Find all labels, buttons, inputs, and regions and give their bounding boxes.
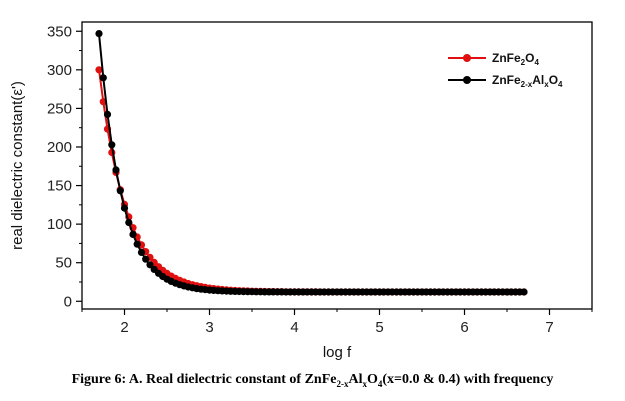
y-tick-label: 100: [47, 216, 72, 233]
plot-layer: [95, 29, 528, 296]
legend-marker-1: [463, 76, 471, 84]
series-line-0: [98, 69, 524, 293]
legend-label-part: Al: [532, 73, 544, 87]
y-tick-label: 250: [47, 100, 72, 117]
x-tick-label: 5: [375, 319, 383, 336]
data-point-1-10: [137, 248, 146, 256]
x-tick-label: 3: [205, 319, 213, 336]
y-tick-label: 150: [47, 178, 72, 195]
legend-label-1: ZnFe2-xAlxO4: [492, 73, 563, 89]
x-tick-label: 6: [460, 319, 468, 336]
series-line-1: [98, 33, 524, 293]
data-point-1-3: [108, 141, 116, 149]
y-tick-label: 350: [47, 23, 72, 40]
legend-marker-0: [463, 54, 471, 62]
data-point-1-2: [103, 110, 112, 118]
data-point-0-0: [95, 66, 103, 74]
data-point-1-0: [95, 29, 103, 38]
legend-label-part: x: [544, 80, 549, 89]
data-point-1-11: [142, 255, 150, 263]
legend-label-part: O: [525, 51, 534, 65]
y-tick-label: 200: [47, 139, 72, 156]
y-axis-label: real dielectric constant(ε'): [9, 81, 26, 250]
legend-label-part: 2-x: [521, 80, 533, 89]
data-point-1-6: [120, 204, 129, 212]
data-point-1-8: [129, 230, 137, 238]
legend-label-part: 2: [521, 58, 526, 67]
data-point-1-1: [99, 74, 107, 82]
data-point-1-7: [125, 218, 133, 227]
axes-layer: 2 3 4 5 6 7 0 50 100 150 200 250 300 350: [47, 21, 593, 336]
data-point-1-4: [112, 166, 120, 174]
data-point-1-100: [520, 288, 528, 296]
figure-caption: Figure 6: A. Real dielectric constant of…: [71, 372, 554, 389]
y-tick-label: 0: [64, 293, 72, 310]
x-tick-label: 4: [290, 319, 298, 336]
legend-label-part: 4: [558, 80, 563, 89]
legend-label-part: ZnFe: [492, 51, 521, 65]
legend-label-part: O: [549, 73, 558, 87]
data-point-1-5: [116, 187, 124, 195]
legend-label-0: ZnFe2O4: [492, 51, 539, 67]
x-tick-label: 2: [120, 319, 128, 336]
x-axis-label: log f: [323, 344, 352, 361]
x-tick-label: 7: [545, 319, 553, 336]
legend-label-part: ZnFe: [492, 73, 521, 87]
legend-label-part: 4: [534, 58, 539, 67]
y-tick-label: 300: [47, 62, 72, 79]
data-point-1-9: [133, 240, 141, 248]
data-point-1-12: [146, 261, 154, 269]
y-tick-label: 50: [55, 255, 72, 272]
